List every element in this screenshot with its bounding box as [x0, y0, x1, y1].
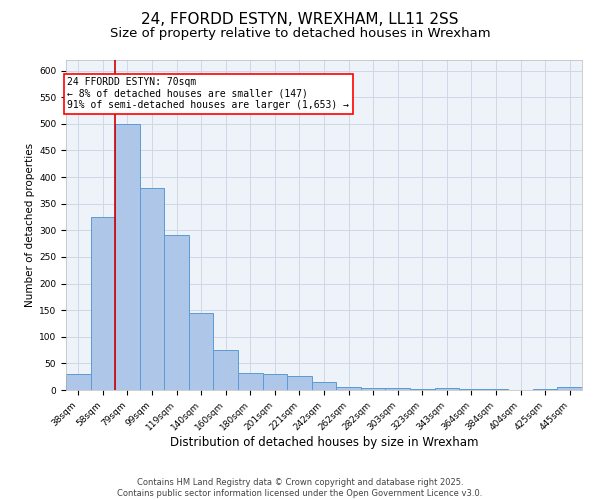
Bar	[214, 350, 238, 390]
Bar	[66, 374, 91, 390]
Text: 24, FFORDD ESTYN, WREXHAM, LL11 2SS: 24, FFORDD ESTYN, WREXHAM, LL11 2SS	[141, 12, 459, 28]
Bar	[361, 388, 385, 390]
Bar	[312, 382, 336, 390]
Bar	[140, 188, 164, 390]
Bar	[287, 376, 312, 390]
Bar	[238, 373, 263, 390]
Bar	[164, 234, 189, 390]
Bar	[434, 388, 459, 390]
Bar	[189, 313, 214, 390]
Bar	[263, 374, 287, 390]
Bar	[557, 388, 582, 390]
Text: 24 FFORDD ESTYN: 70sqm
← 8% of detached houses are smaller (147)
91% of semi-det: 24 FFORDD ESTYN: 70sqm ← 8% of detached …	[67, 77, 349, 110]
Y-axis label: Number of detached properties: Number of detached properties	[25, 143, 35, 307]
Bar	[336, 387, 361, 390]
Bar	[385, 388, 410, 390]
Bar	[115, 124, 140, 390]
X-axis label: Distribution of detached houses by size in Wrexham: Distribution of detached houses by size …	[170, 436, 478, 449]
Text: Size of property relative to detached houses in Wrexham: Size of property relative to detached ho…	[110, 28, 490, 40]
Bar	[91, 217, 115, 390]
Text: Contains HM Land Registry data © Crown copyright and database right 2025.
Contai: Contains HM Land Registry data © Crown c…	[118, 478, 482, 498]
